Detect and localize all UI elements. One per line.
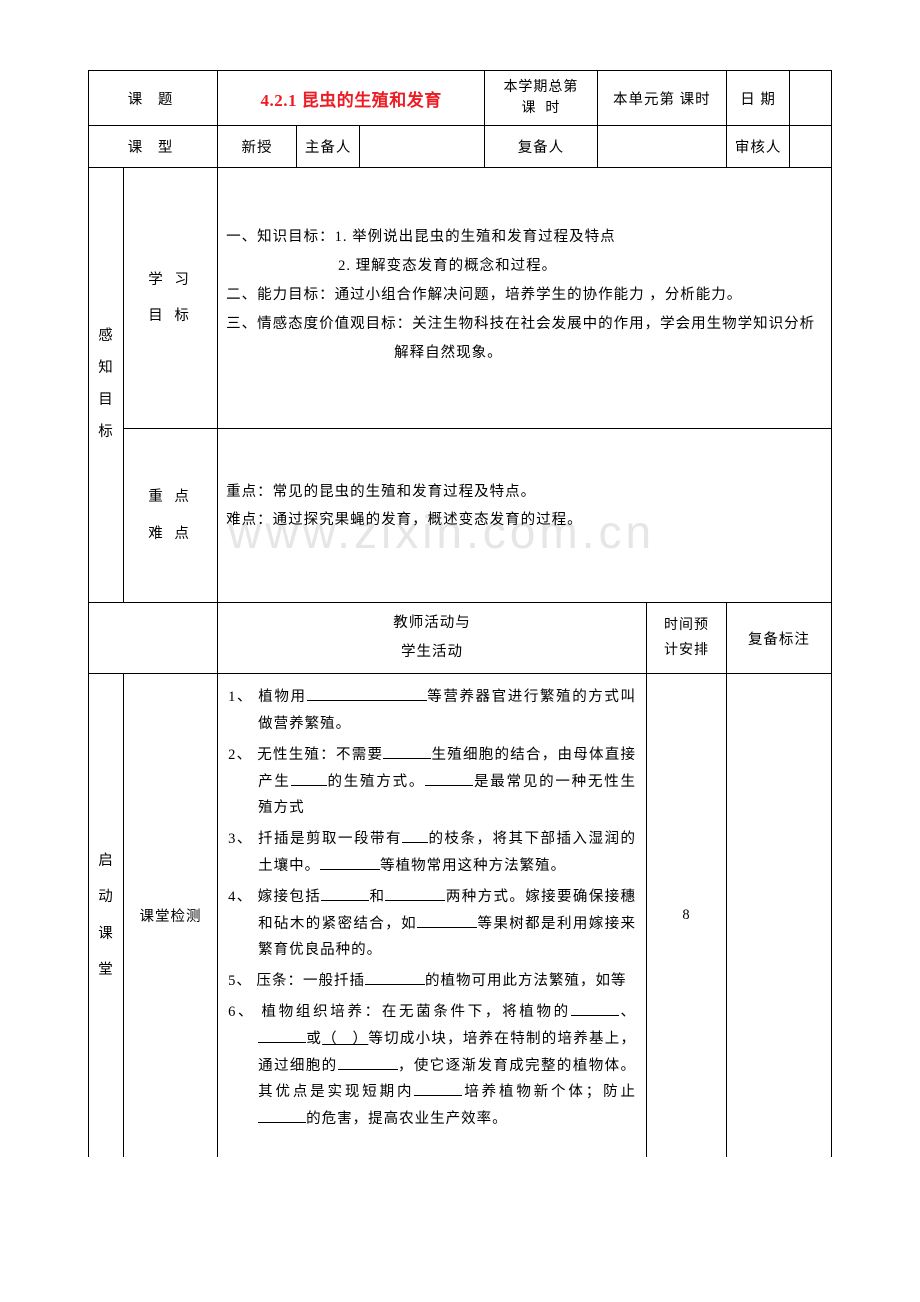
questions-content: 植物用等营养器官进行繁殖的方式叫做营养繁殖。 无性生殖：不需要生殖细胞的结合，由… [218,674,647,1158]
page-container: 课 题 4.2.1 昆虫的生殖和发育 本学期总第课 时 本单元第 课时 日 期 … [0,70,920,1157]
main-preparer-label: 主备人 [296,126,359,168]
re-preparer-label: 复备人 [485,126,598,168]
question-4: 嫁接包括和两种方式。嫁接要确保接穗和砧木的紧密结合，如等果树都是利用嫁接来繁育优… [228,884,636,964]
reviewer-value [790,126,832,168]
kp-line2: 难点：通过探究果蝇的发育，概述变态发育的过程。 [226,512,583,528]
obj-line5: 解释自然现象。 [226,339,503,368]
watermark: www.zixin.com.cn [228,489,655,576]
obj-line1: 一、知识目标：1. 举例说出昆虫的生殖和发育过程及特点 [226,229,616,245]
class-type-label: 课 型 [89,126,218,168]
classroom-test-label: 课堂检测 [124,674,218,1158]
question-3: 扦插是剪取一段带有的枝条，将其下部插入湿润的土壤中。等植物常用这种方法繁殖。 [228,826,636,880]
question-6: 植物组织培养：在无菌条件下，将植物的、或（ ）等切成小块，培养在特制的培养基上，… [228,999,636,1133]
obj-line3: 二、能力目标：通过小组合作解决问题，培养学生的协作能力 ，分析能力。 [226,287,742,303]
learning-objectives-label: 学 习目 标 [124,168,218,429]
question-2: 无性生殖：不需要生殖细胞的结合，由母体直接产生的生殖方式。是最常见的一种无性生殖… [228,742,636,822]
date-value [790,71,832,126]
key-difficult-label: 重 点难 点 [124,429,218,603]
semester-period: 本学期总第课 时 [485,71,598,126]
learning-objectives-content: 一、知识目标：1. 举例说出昆虫的生殖和发育过程及特点 2. 理解变态发育的概念… [218,168,832,429]
date-label: 日 期 [726,71,789,126]
obj-line2: 2. 理解变态发育的概念和过程。 [226,252,557,281]
time-value: 8 [647,674,727,1158]
lesson-title: 4.2.1 昆虫的生殖和发育 [218,71,485,126]
notes-value [726,674,831,1158]
main-preparer-value [360,126,485,168]
unit-period: 本单元第 课时 [597,71,726,126]
activity-header-spacer [89,603,218,674]
notes-header: 复备标注 [726,603,831,674]
lesson-plan-table: 课 题 4.2.1 昆虫的生殖和发育 本学期总第课 时 本单元第 课时 日 期 … [88,70,832,1157]
key-difficult-content: www.zixin.com.cn 重点：常见的昆虫的生殖和发育过程及特点。 难点… [218,429,832,603]
time-header: 时间预计安排 [647,603,727,674]
startup-class-label: 启动课堂 [89,674,124,1158]
class-type-value: 新授 [218,126,297,168]
activity-header: 教师活动与学生活动 [218,603,647,674]
obj-line4: 三、情感态度价值观目标：关注生物科技在社会发展中的作用，学会用生物学知识分析 [226,316,815,332]
re-preparer-value [597,126,726,168]
question-5: 压条：一般扦插的植物可用此方法繁殖，如等 [228,968,636,995]
topic-label: 课 题 [89,71,218,126]
perception-target-label: 感知目标 [89,168,124,603]
kp-line1: 重点：常见的昆虫的生殖和发育过程及特点。 [226,484,536,500]
reviewer-label: 审核人 [726,126,789,168]
question-1: 植物用等营养器官进行繁殖的方式叫做营养繁殖。 [228,684,636,738]
